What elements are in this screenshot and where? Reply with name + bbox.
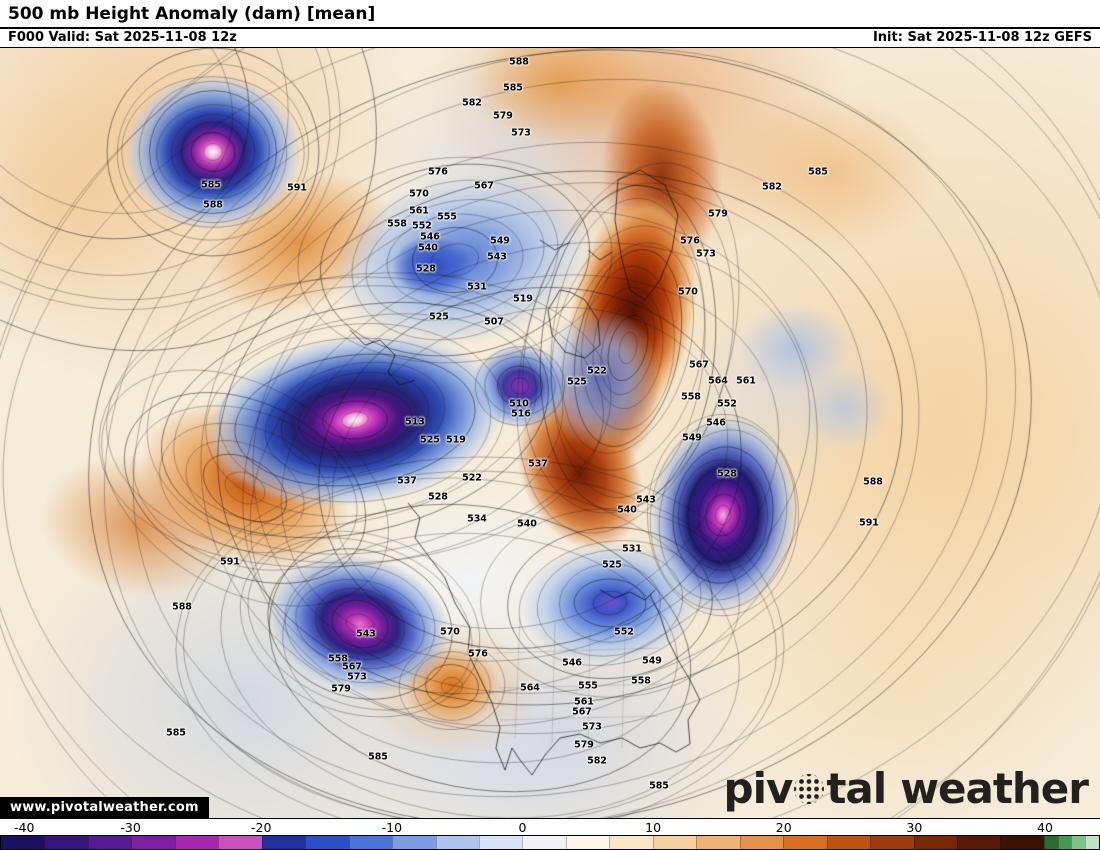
colorbar-segment bbox=[522, 836, 566, 849]
colorbar-segment bbox=[565, 836, 610, 849]
colorbar-tick-label: 30 bbox=[906, 820, 923, 835]
anomaly-map[interactable]: 588 585 582 579 573 576 567 570 561 558 555 552 549 5… bbox=[0, 48, 1100, 818]
colorbar-segment bbox=[609, 836, 653, 849]
logo-text-pre: piv bbox=[723, 764, 794, 813]
colorbar-tick-label: -10 bbox=[381, 820, 403, 835]
colorbar-segment bbox=[174, 836, 219, 849]
colorbar-tick-label: -40 bbox=[13, 820, 35, 835]
header-meta-row: F000 Valid: Sat 2025-11-08 12z Init: Sat… bbox=[0, 29, 1100, 49]
colorbar bbox=[0, 835, 1100, 850]
colorbar-segment bbox=[392, 836, 436, 849]
colorbar-footer: -40 -30 -20 -10 0 10 20 30 40 bbox=[0, 818, 1100, 850]
colorbar-tick-label: 20 bbox=[775, 820, 792, 835]
colorbar-segment bbox=[478, 836, 523, 849]
colorbar-segment bbox=[956, 836, 1001, 849]
logo-text-post: tal bbox=[826, 764, 887, 813]
colorbar-segment bbox=[131, 836, 175, 849]
colorbar-overflow-segment bbox=[1085, 836, 1099, 849]
watermark-url: www.pivotalweather.com bbox=[0, 797, 209, 818]
colorbar-tick-label: -20 bbox=[251, 820, 272, 835]
colorbar-segment bbox=[783, 836, 827, 849]
pivotal-weather-logo: piv tal weather bbox=[723, 764, 1089, 813]
colorbar-segment bbox=[218, 836, 262, 849]
colorbar-segment bbox=[1, 836, 45, 849]
valid-time-label: F000 Valid: Sat 2025-11-08 12z bbox=[8, 30, 237, 45]
colorbar-segment bbox=[870, 836, 914, 849]
colorbar-tick-label: 40 bbox=[1037, 820, 1053, 835]
colorbar-segment bbox=[826, 836, 871, 849]
colorbar-tick-label: -30 bbox=[120, 820, 141, 835]
colorbar-segment bbox=[739, 836, 784, 849]
colorbar-segment bbox=[1000, 836, 1044, 849]
map-header: 500 mb Height Anomaly (dam) [mean] F000 … bbox=[0, 0, 1100, 49]
colorbar-overflow-segment bbox=[1057, 836, 1072, 849]
colorbar-segment bbox=[348, 836, 393, 849]
page-title: 500 mb Height Anomaly (dam) [mean] bbox=[0, 0, 1100, 29]
colorbar-tick-row: -40 -30 -20 -10 0 10 20 30 40 bbox=[0, 819, 1100, 835]
colorbar-segment bbox=[696, 836, 740, 849]
colorbar-segment bbox=[261, 836, 306, 849]
colorbar-segment bbox=[913, 836, 957, 849]
colorbar-segment bbox=[305, 836, 349, 849]
colorbar-segment bbox=[652, 836, 697, 849]
colorbar-segment bbox=[435, 836, 479, 849]
pivotal-logo-dotted-o-icon bbox=[794, 774, 825, 804]
colorbar-segment bbox=[87, 836, 132, 849]
colorbar-overflow-segment bbox=[1043, 836, 1058, 849]
colorbar-segment bbox=[44, 836, 88, 849]
colorbar-overflow-segment bbox=[1071, 836, 1086, 849]
init-time-label: Init: Sat 2025-11-08 12z GEFS bbox=[872, 30, 1092, 45]
anomaly-map-canvas[interactable] bbox=[0, 48, 1100, 818]
colorbar-tick-label: 10 bbox=[645, 820, 662, 835]
colorbar-tick-label: 0 bbox=[518, 820, 527, 835]
logo-text-word2: weather bbox=[900, 764, 1089, 813]
